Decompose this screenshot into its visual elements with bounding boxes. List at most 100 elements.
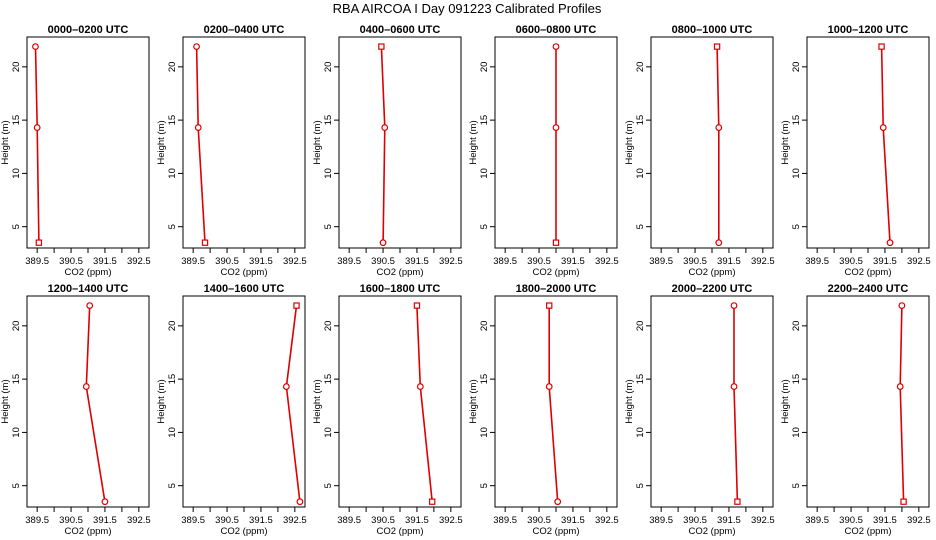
data-point bbox=[879, 124, 887, 131]
profile-line bbox=[380, 46, 386, 243]
data-point bbox=[896, 383, 904, 390]
profile-panel: 0600–0800 UTC 389.5 390.5 391.5 392.5 5 10 15 20… bbox=[468, 24, 619, 278]
data-point bbox=[101, 498, 109, 506]
x-tick-label: 392.5 bbox=[751, 515, 775, 526]
profile-panel: 0200–0400 UTC 389.5 390.5 391.5 392.5 5 10 15 20… bbox=[156, 24, 307, 278]
y-tick-label: 20 bbox=[635, 321, 646, 332]
x-axis-label: CO2 (ppm) bbox=[65, 267, 112, 278]
plot-frame bbox=[338, 36, 462, 249]
x-tick-label: 392.5 bbox=[907, 515, 931, 526]
y-tick-label: 10 bbox=[167, 168, 178, 179]
x-tick-label: 390.5 bbox=[215, 515, 239, 526]
data-point bbox=[886, 239, 894, 247]
profile-panel: 1800–2000 UTC 389.5 390.5 391.5 392.5 5 10 15 20… bbox=[468, 283, 619, 537]
x-axis-label: CO2 (ppm) bbox=[377, 526, 424, 537]
data-point bbox=[552, 43, 560, 50]
profile-panel: 2000–2200 UTC 389.5 390.5 391.5 392.5 5 10 15 20… bbox=[624, 283, 775, 537]
y-tick-label: 15 bbox=[635, 115, 646, 126]
data-point bbox=[413, 302, 421, 309]
y-tick-label: 5 bbox=[635, 483, 646, 488]
profile-line bbox=[733, 305, 739, 502]
y-tick-label: 15 bbox=[479, 374, 490, 385]
y-tick-label: 20 bbox=[479, 321, 490, 332]
x-axis-label: CO2 (ppm) bbox=[377, 267, 424, 278]
x-tick-label: 390.5 bbox=[839, 515, 863, 526]
y-tick-label: 10 bbox=[635, 427, 646, 438]
x-tick-label: 391.5 bbox=[93, 515, 117, 526]
profile-line bbox=[85, 305, 106, 502]
y-tick-label: 10 bbox=[167, 427, 178, 438]
y-tick-label: 5 bbox=[11, 224, 22, 229]
data-point bbox=[201, 239, 209, 246]
x-tick-label: 391.5 bbox=[717, 515, 741, 526]
x-tick-label: 392.5 bbox=[595, 256, 619, 267]
data-point bbox=[552, 239, 560, 246]
profile-panel: 0800–1000 UTC 389.5 390.5 391.5 392.5 5 10 15 20… bbox=[624, 24, 775, 278]
y-axis-label: Height (m) bbox=[312, 379, 323, 423]
x-tick-label: 391.5 bbox=[561, 256, 585, 267]
x-tick-label: 389.5 bbox=[649, 515, 673, 526]
plot-frame bbox=[806, 36, 930, 249]
y-tick-label: 20 bbox=[635, 62, 646, 73]
y-tick-label: 10 bbox=[635, 168, 646, 179]
y-tick-label: 5 bbox=[323, 483, 334, 488]
x-tick-label: 391.5 bbox=[249, 515, 273, 526]
profile-line bbox=[34, 46, 40, 243]
y-tick-label: 10 bbox=[791, 427, 802, 438]
x-tick-label: 391.5 bbox=[717, 256, 741, 267]
plot-frame bbox=[26, 36, 150, 249]
y-tick-label: 5 bbox=[479, 224, 490, 229]
x-tick-label: 392.5 bbox=[595, 515, 619, 526]
data-point bbox=[730, 302, 738, 309]
data-point bbox=[428, 498, 436, 505]
x-axis-label: CO2 (ppm) bbox=[221, 526, 268, 537]
data-point bbox=[296, 498, 304, 506]
x-axis-label: CO2 (ppm) bbox=[845, 526, 892, 537]
y-axis-label: Height (m) bbox=[468, 379, 479, 423]
y-tick-label: 15 bbox=[167, 115, 178, 126]
data-point bbox=[878, 43, 885, 50]
profile-panel: 0400–0600 UTC 389.5 390.5 391.5 392.5 5 10 15 20… bbox=[312, 24, 463, 278]
data-point bbox=[898, 302, 906, 309]
plot-frame bbox=[650, 295, 774, 508]
y-tick-label: 20 bbox=[791, 321, 802, 332]
x-axis-label: CO2 (ppm) bbox=[533, 526, 580, 537]
x-tick-label: 392.5 bbox=[751, 256, 775, 267]
panel-title: 1600–1800 UTC bbox=[360, 283, 441, 295]
y-tick-label: 15 bbox=[323, 374, 334, 385]
y-tick-label: 15 bbox=[635, 374, 646, 385]
panel-title: 1000–1200 UTC bbox=[828, 24, 909, 36]
x-tick-label: 392.5 bbox=[907, 256, 931, 267]
panel-title: 0600–0800 UTC bbox=[516, 24, 597, 36]
y-tick-label: 20 bbox=[167, 321, 178, 332]
x-axis-label: CO2 (ppm) bbox=[689, 267, 736, 278]
profile-panel: 2200–2400 UTC 389.5 390.5 391.5 392.5 5 10 15 20… bbox=[780, 283, 931, 537]
profile-line bbox=[899, 305, 905, 502]
plot-frame bbox=[182, 36, 306, 249]
x-axis-label: CO2 (ppm) bbox=[845, 267, 892, 278]
plot-frame bbox=[806, 295, 930, 508]
y-tick-label: 15 bbox=[479, 115, 490, 126]
y-tick-label: 10 bbox=[11, 168, 22, 179]
panel-title: 1400–1600 UTC bbox=[204, 283, 285, 295]
data-point bbox=[552, 124, 560, 131]
x-tick-label: 392.5 bbox=[127, 515, 151, 526]
y-tick-label: 10 bbox=[323, 427, 334, 438]
x-axis-label: CO2 (ppm) bbox=[533, 267, 580, 278]
x-tick-label: 389.5 bbox=[181, 515, 205, 526]
x-tick-label: 390.5 bbox=[839, 256, 863, 267]
y-tick-label: 5 bbox=[11, 483, 22, 488]
y-tick-label: 5 bbox=[167, 224, 178, 229]
x-tick-label: 392.5 bbox=[127, 256, 151, 267]
data-point bbox=[35, 239, 43, 246]
x-tick-label: 390.5 bbox=[683, 256, 707, 267]
data-point bbox=[546, 302, 553, 309]
y-axis-label: Height (m) bbox=[156, 379, 167, 423]
x-tick-label: 391.5 bbox=[93, 256, 117, 267]
data-point bbox=[282, 383, 290, 390]
x-tick-label: 391.5 bbox=[405, 515, 429, 526]
panel-title: 2200–2400 UTC bbox=[828, 283, 909, 295]
y-tick-label: 20 bbox=[791, 62, 802, 73]
x-tick-label: 391.5 bbox=[249, 256, 273, 267]
x-tick-label: 391.5 bbox=[561, 515, 585, 526]
